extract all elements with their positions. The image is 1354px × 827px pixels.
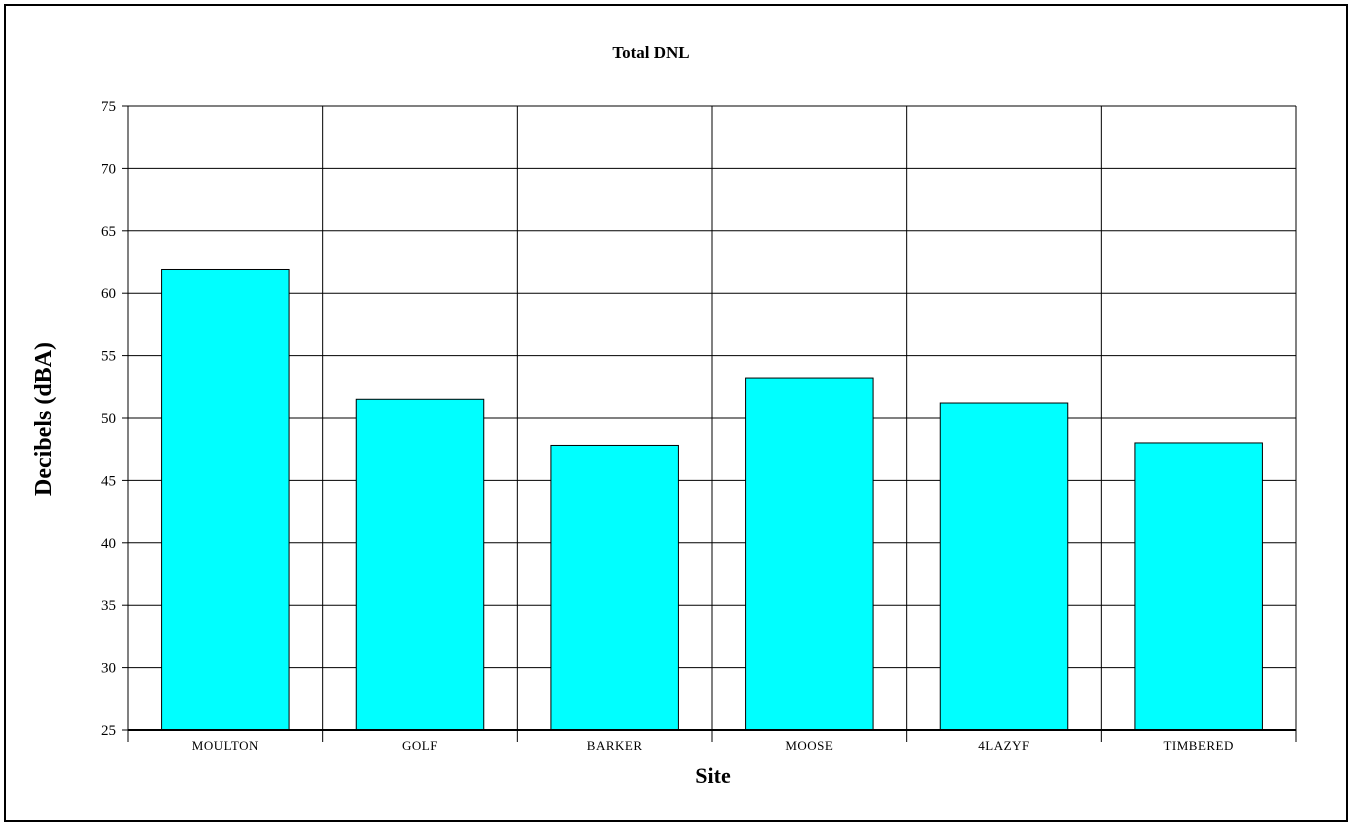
x-tick-label: 4LAZYF [978, 738, 1029, 753]
bars [161, 268, 1263, 731]
gridlines [128, 105, 1297, 730]
y-tick-label: 25 [101, 723, 116, 739]
bar-golf [355, 398, 485, 731]
y-tick-label: 30 [101, 661, 116, 677]
y-tick-label: 45 [101, 473, 116, 489]
y-tick-label: 35 [101, 598, 116, 614]
y-tick-label: 65 [101, 224, 116, 240]
y-tick-label: 50 [101, 411, 116, 427]
y-tick-label: 55 [101, 349, 116, 365]
y-tick-label: 40 [101, 536, 116, 552]
axes [122, 105, 1297, 742]
y-tick-labels: 25 30 35 40 45 50 55 60 65 70 75 [101, 99, 116, 739]
x-tick-label: TIMBERED [1163, 738, 1233, 753]
bar-4lazyf [939, 402, 1069, 731]
x-tick-label: BARKER [587, 738, 643, 753]
x-tick-labels: MOULTON GOLF BARKER MOOSE 4LAZYF TIMBERED [192, 738, 1234, 753]
y-tick-label: 60 [101, 286, 116, 302]
y-tick-label: 70 [101, 161, 116, 177]
x-tick-label: MOOSE [785, 738, 833, 753]
bar-moose [745, 377, 874, 731]
x-tick-label: MOULTON [192, 738, 259, 753]
y-tick-label: 75 [101, 99, 116, 115]
bar-moulton [161, 268, 290, 731]
x-axis-title: Site [695, 763, 731, 788]
chart-title: Total DNL [612, 43, 689, 62]
y-axis-title: Decibels (dBA) [31, 342, 57, 496]
bar-timbered [1134, 442, 1263, 731]
bar-barker [550, 444, 679, 731]
x-tick-label: GOLF [402, 738, 438, 753]
